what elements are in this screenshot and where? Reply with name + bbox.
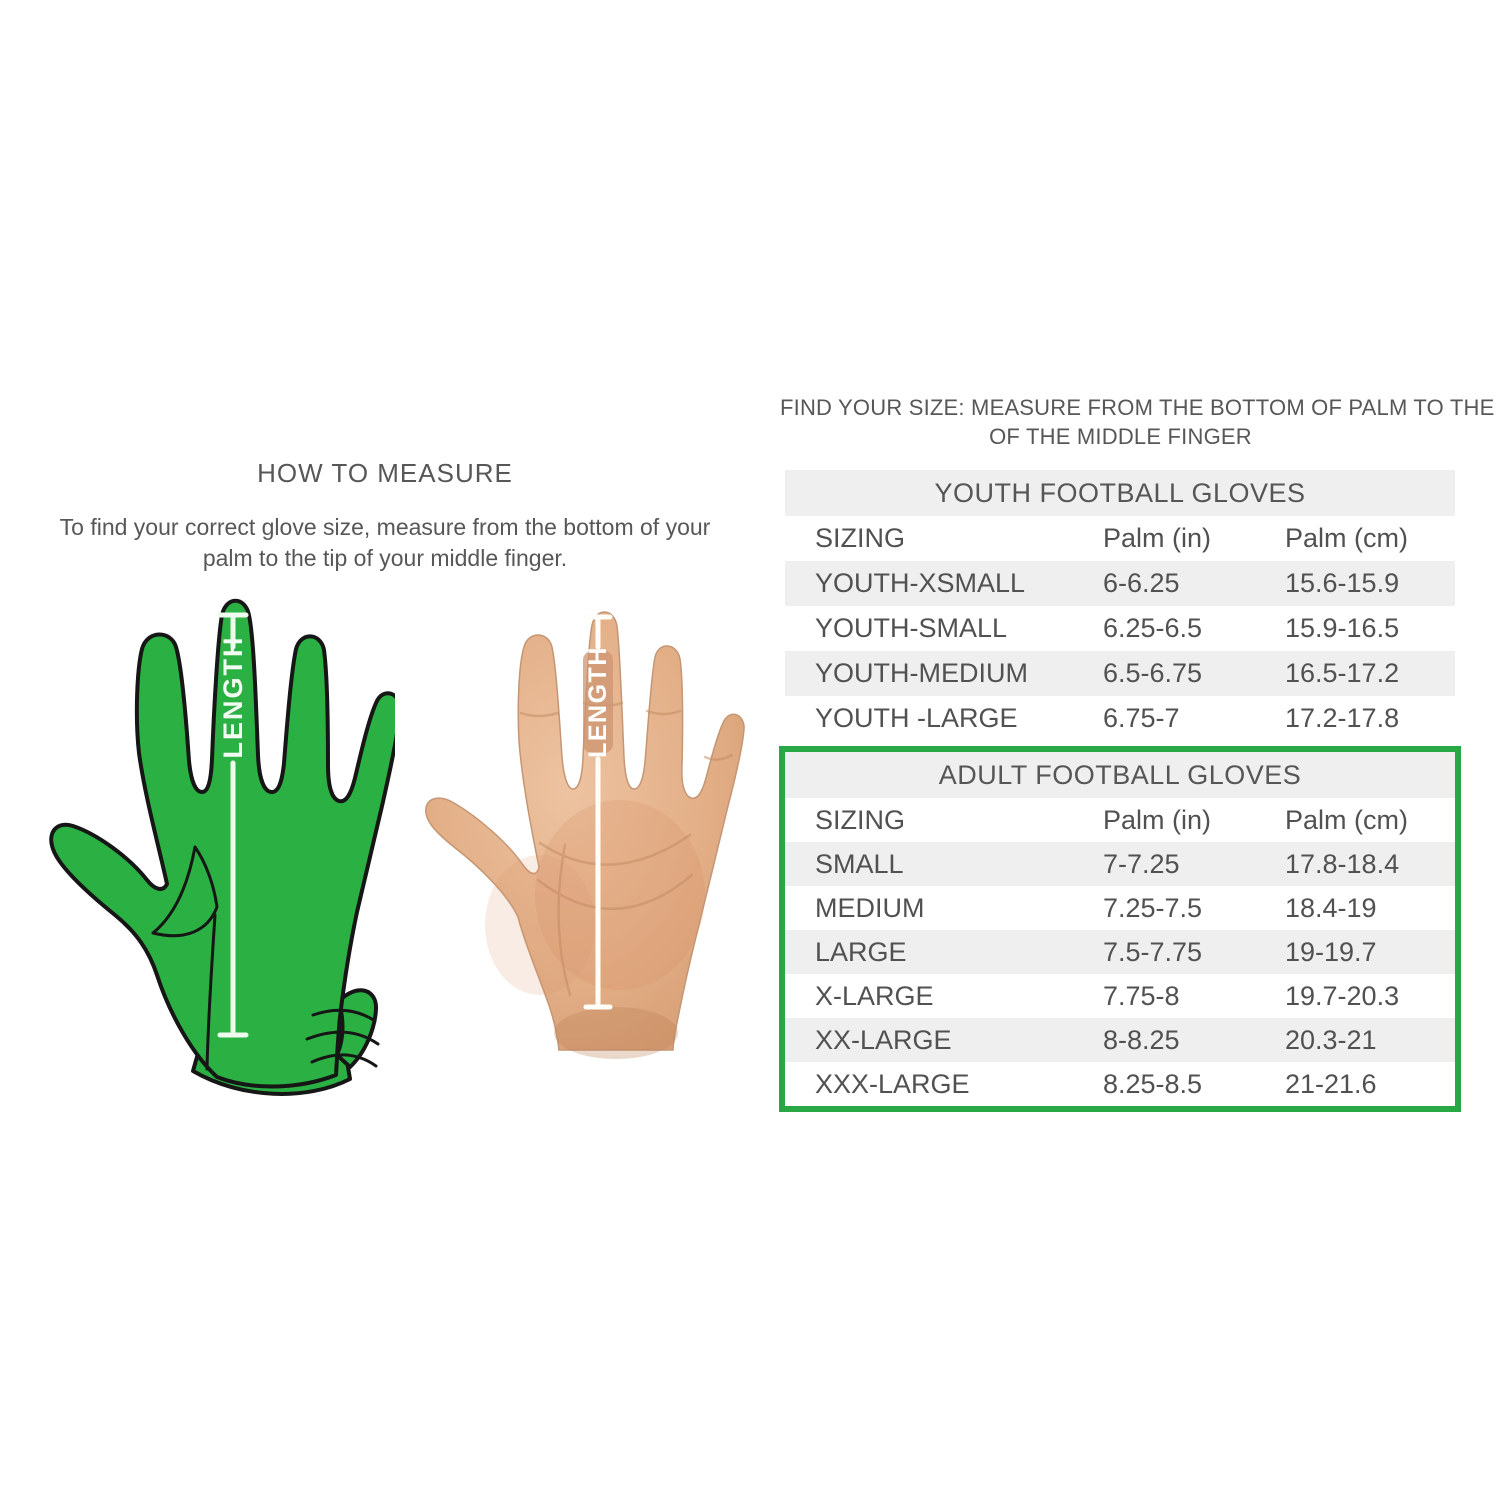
palm-cm-cell: 16.5-17.2: [1285, 658, 1400, 688]
hand-label-band: [583, 651, 613, 753]
glove-palm-seam-line: [205, 913, 217, 1071]
hand-creases: [519, 701, 734, 997]
glove-strap-stitching: [305, 1008, 380, 1068]
youth-table-title: YOUTH FOOTBALL GLOVES: [785, 470, 1455, 516]
how-to-measure-title: HOW TO MEASURE: [257, 458, 513, 488]
table-row: SMALL 7-7.25 17.8-18.4: [785, 842, 1455, 886]
palm-in-cell: 7.75-8: [1103, 980, 1180, 1011]
youth-size-table: YOUTH FOOTBALL GLOVES SIZING Palm (in) P…: [785, 470, 1455, 741]
palm-cm-cell: 15.6-15.9: [1285, 568, 1400, 598]
palm-in-cell: 8-8.25: [1103, 1024, 1180, 1055]
column-header-sizing: SIZING: [815, 804, 906, 835]
size-cell: SMALL: [815, 848, 904, 879]
size-cell: YOUTH-MEDIUM: [815, 658, 1028, 688]
find-your-size-heading: FIND YOUR SIZE: MEASURE FROM THE BOTTOM …: [780, 393, 1500, 451]
palm-cm-cell: 17.2-17.8: [1285, 703, 1400, 733]
hand-length-label: LENGTH: [584, 646, 612, 758]
column-header-palm-cm: Palm (cm): [1285, 804, 1408, 835]
palm-in-cell: 7-7.25: [1103, 848, 1180, 879]
table-row: YOUTH-SMALL 6.25-6.5 15.9-16.5: [785, 606, 1455, 651]
heading-line-2: OF THE MIDDLE FINGER: [989, 424, 1252, 449]
hand-photo-illustration: LENGTH: [425, 611, 745, 1059]
table-row: XX-LARGE 8-8.25 20.3-21: [785, 1018, 1455, 1062]
palm-cm-cell: 20.3-21: [1285, 1024, 1377, 1055]
size-cell: YOUTH-SMALL: [815, 613, 1008, 643]
palm-in-cell: 7.25-7.5: [1103, 892, 1203, 923]
palm-cm-cell: 19-19.7: [1285, 936, 1377, 967]
palm-in-cell: 6-6.25: [1103, 568, 1180, 598]
adult-column-header-row: SIZING Palm (in) Palm (cm): [785, 798, 1455, 842]
column-header-sizing: SIZING: [815, 523, 906, 553]
how-to-measure-description: To find your correct glove size, measure…: [40, 512, 730, 574]
glove-illustration: LENGTH: [49, 598, 395, 1096]
hand-shape: [425, 611, 745, 1051]
palm-cm-cell: 18.4-19: [1285, 892, 1377, 923]
column-header-palm-in: Palm (in): [1103, 804, 1212, 835]
glove-palm-seam: [151, 845, 219, 938]
table-row: XXX-LARGE 8.25-8.5 21-21.6: [785, 1062, 1455, 1106]
table-row: YOUTH-XSMALL 6-6.25 15.6-15.9: [785, 561, 1455, 606]
size-cell: LARGE: [815, 936, 907, 967]
glove-body: [49, 598, 395, 1089]
palm-cm-cell: 15.9-16.5: [1285, 613, 1400, 643]
table-row: X-LARGE 7.75-8 19.7-20.3: [785, 974, 1455, 1018]
palm-in-cell: 6.75-7: [1103, 703, 1180, 733]
size-cell: XXX-LARGE: [815, 1068, 970, 1099]
hand-shading: [485, 800, 705, 1059]
glove-measure-line: [217, 612, 249, 1038]
column-header-palm-cm: Palm (cm): [1285, 523, 1408, 553]
palm-in-cell: 7.5-7.75: [1103, 936, 1203, 967]
table-row: MEDIUM 7.25-7.5 18.4-19: [785, 886, 1455, 930]
palm-in-cell: 8.25-8.5: [1103, 1068, 1203, 1099]
palm-cm-cell: 19.7-20.3: [1285, 980, 1400, 1011]
adult-size-table-highlight-box: ADULT FOOTBALL GLOVES SIZING Palm (in) P…: [779, 746, 1461, 1112]
palm-in-cell: 6.5-6.75: [1103, 658, 1203, 688]
table-row: LARGE 7.5-7.75 19-19.7: [785, 930, 1455, 974]
size-cell: YOUTH -LARGE: [815, 703, 1018, 733]
size-cell: MEDIUM: [815, 892, 925, 923]
description-line-1: To find your correct glove size, measure…: [59, 514, 711, 540]
size-cell: YOUTH-XSMALL: [815, 568, 1026, 598]
size-cell: X-LARGE: [815, 980, 934, 1011]
adult-table-title: ADULT FOOTBALL GLOVES: [785, 752, 1455, 798]
palm-cm-cell: 17.8-18.4: [1285, 848, 1400, 879]
size-cell: XX-LARGE: [815, 1024, 952, 1055]
column-header-palm-in: Palm (in): [1103, 523, 1212, 553]
table-row: YOUTH -LARGE 6.75-7 17.2-17.8: [785, 696, 1455, 741]
description-line-2: palm to the tip of your middle finger.: [202, 545, 568, 571]
youth-column-header-row: SIZING Palm (in) Palm (cm): [785, 516, 1455, 561]
hand-measure-line: [583, 614, 613, 1010]
glove-length-label: LENGTH: [218, 636, 248, 759]
table-row: YOUTH-MEDIUM 6.5-6.75 16.5-17.2: [785, 651, 1455, 696]
heading-line-1: FIND YOUR SIZE: MEASURE FROM THE BOTTOM …: [780, 395, 1500, 420]
palm-in-cell: 6.25-6.5: [1103, 613, 1203, 643]
palm-cm-cell: 21-21.6: [1285, 1068, 1377, 1099]
